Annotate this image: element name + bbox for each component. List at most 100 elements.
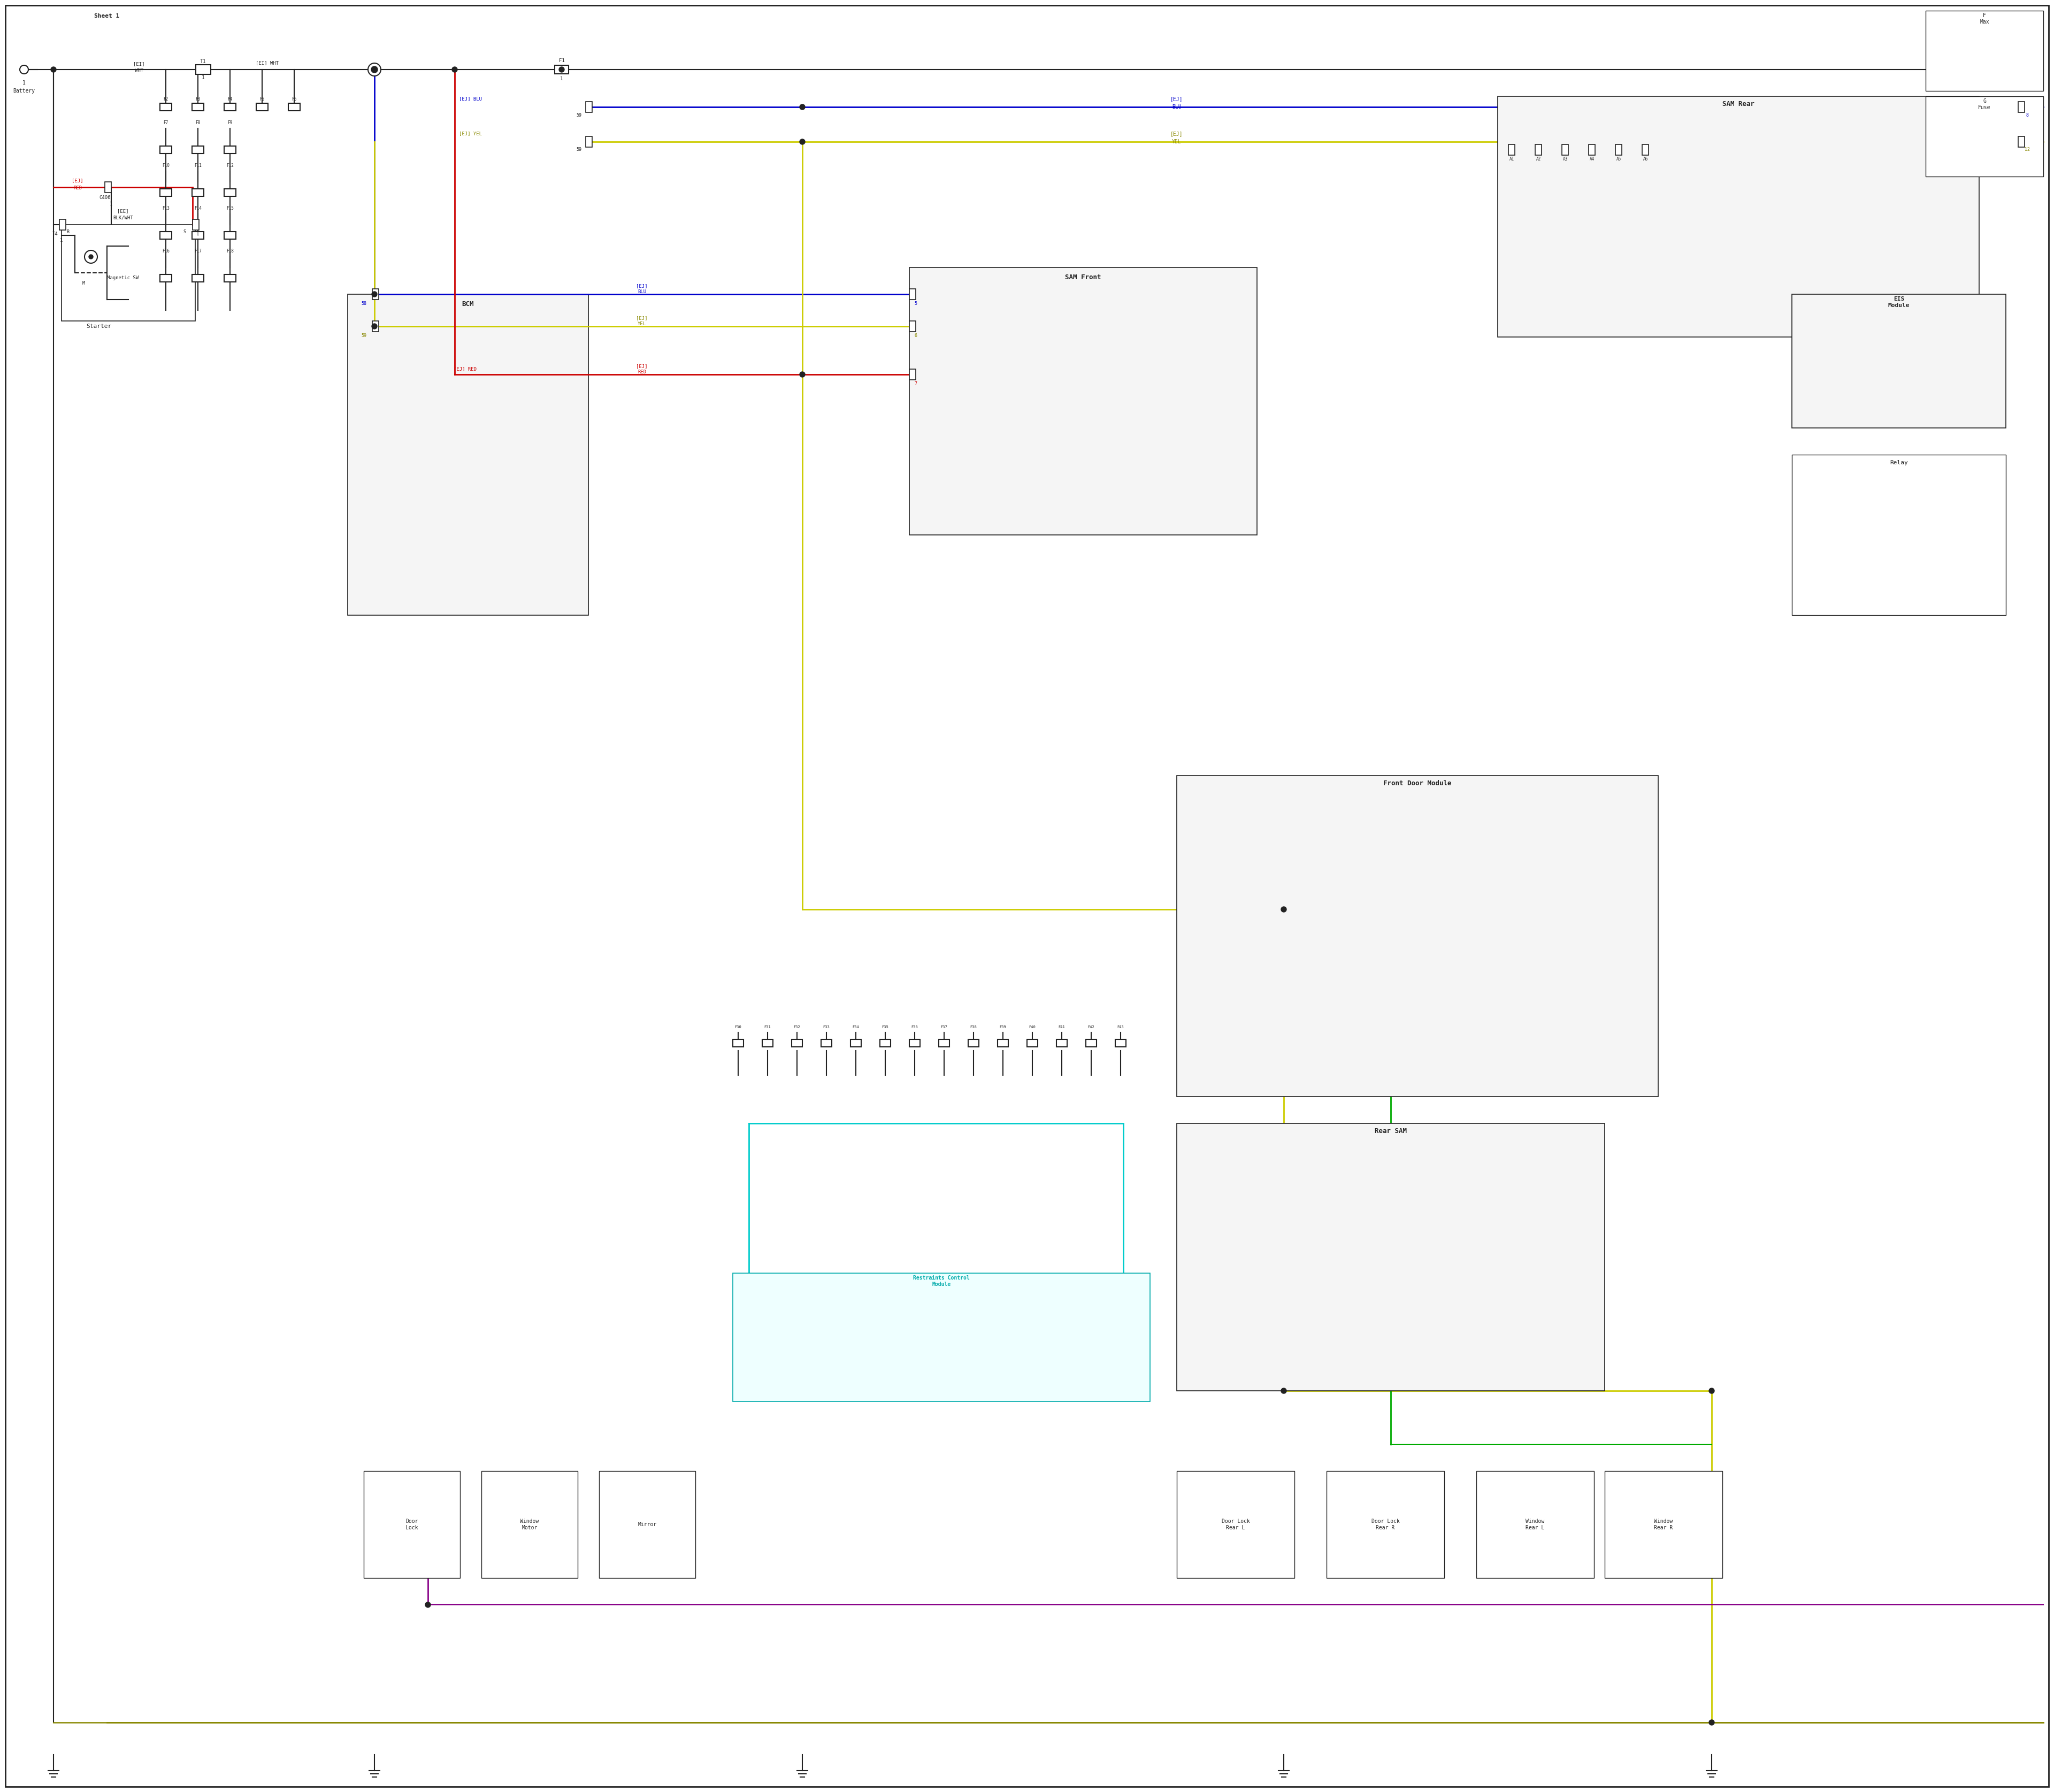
Bar: [1604, 1471, 1723, 1579]
Text: 12: 12: [2025, 147, 2029, 152]
Text: [EJ]
RED: [EJ] RED: [637, 364, 647, 375]
Text: [EJ] YEL: [EJ] YEL: [460, 131, 483, 136]
Text: F31: F31: [764, 1025, 770, 1029]
Bar: [224, 274, 236, 281]
Text: Sheet 1: Sheet 1: [94, 13, 119, 18]
Circle shape: [368, 63, 380, 75]
Circle shape: [799, 371, 805, 376]
Bar: [1641, 145, 1649, 156]
Circle shape: [452, 66, 458, 72]
Bar: [195, 65, 212, 73]
Bar: [160, 231, 173, 238]
Bar: [1791, 294, 2007, 428]
Text: 7: 7: [914, 382, 916, 387]
Text: 6: 6: [914, 333, 916, 339]
Bar: [910, 289, 916, 299]
Text: B: B: [66, 229, 70, 235]
Circle shape: [21, 65, 29, 73]
Bar: [1508, 145, 1516, 156]
Bar: [481, 1471, 577, 1579]
Text: F1: F1: [559, 59, 565, 63]
Bar: [160, 145, 173, 154]
Text: F30: F30: [735, 1025, 741, 1029]
Text: F42: F42: [1089, 1025, 1095, 1029]
Text: F32: F32: [793, 1025, 801, 1029]
Text: [EJ]: [EJ]: [72, 179, 84, 183]
Text: F12: F12: [226, 163, 234, 168]
Text: RED: RED: [74, 186, 82, 190]
Text: F14: F14: [195, 206, 201, 211]
Text: 1: 1: [561, 77, 563, 81]
Text: C406: C406: [99, 195, 111, 201]
Text: 59: 59: [362, 333, 366, 339]
Bar: [191, 104, 203, 111]
Text: BLK/WHT: BLK/WHT: [113, 215, 134, 220]
Text: 1: 1: [23, 81, 25, 86]
Text: Mirror: Mirror: [639, 1521, 657, 1527]
Bar: [1497, 97, 1980, 337]
Circle shape: [1709, 1720, 1715, 1726]
Bar: [60, 219, 66, 229]
Text: F36: F36: [912, 1025, 918, 1029]
Bar: [791, 1039, 803, 1047]
Text: 1: 1: [109, 202, 113, 206]
Text: A5: A5: [1616, 158, 1621, 161]
Text: Relay: Relay: [1890, 461, 1908, 466]
Text: F43: F43: [1117, 1025, 1124, 1029]
Bar: [1477, 1471, 1594, 1579]
Text: F6: F6: [292, 97, 296, 102]
Circle shape: [372, 68, 376, 72]
Bar: [910, 267, 1257, 536]
Circle shape: [88, 254, 92, 258]
Bar: [967, 1039, 980, 1047]
Bar: [733, 1039, 744, 1047]
Text: 5: 5: [914, 301, 916, 306]
Circle shape: [425, 1602, 431, 1607]
Text: SAM Rear: SAM Rear: [1723, 100, 1754, 108]
Bar: [224, 231, 236, 238]
Bar: [1927, 97, 2044, 177]
Text: F5: F5: [259, 97, 265, 102]
Bar: [1561, 145, 1569, 156]
Bar: [555, 65, 569, 73]
Text: F8: F8: [195, 120, 201, 125]
Text: Window
Rear R: Window Rear R: [1653, 1520, 1672, 1530]
Bar: [733, 1272, 1150, 1401]
Text: F2: F2: [164, 97, 168, 102]
Bar: [2019, 136, 2025, 147]
Text: Door
Lock: Door Lock: [405, 1520, 419, 1530]
Bar: [160, 188, 173, 197]
Text: F4: F4: [228, 97, 232, 102]
Circle shape: [1282, 1389, 1286, 1394]
Text: [EJ]: [EJ]: [1171, 97, 1183, 102]
Bar: [288, 104, 300, 111]
Text: WHT: WHT: [136, 68, 144, 73]
Bar: [224, 145, 236, 154]
Text: Starter: Starter: [86, 324, 111, 330]
Text: 59: 59: [575, 113, 581, 118]
Text: Window
Motor: Window Motor: [520, 1520, 538, 1530]
Text: F34: F34: [852, 1025, 859, 1029]
Circle shape: [372, 292, 378, 297]
Text: F35: F35: [881, 1025, 889, 1029]
Text: Rear SAM: Rear SAM: [1374, 1127, 1407, 1134]
Text: F9: F9: [228, 120, 232, 125]
Bar: [191, 231, 203, 238]
Text: Door Lock
Rear R: Door Lock Rear R: [1372, 1520, 1399, 1530]
Bar: [191, 274, 203, 281]
Circle shape: [51, 66, 55, 72]
Bar: [585, 102, 592, 113]
Circle shape: [559, 66, 565, 72]
Text: Restraints Control
Module: Restraints Control Module: [914, 1276, 969, 1287]
Text: F40: F40: [1029, 1025, 1035, 1029]
Bar: [1177, 776, 1658, 1097]
Text: F10: F10: [162, 163, 170, 168]
Text: 1: 1: [197, 231, 199, 237]
Text: Magnetic SW: Magnetic SW: [107, 276, 140, 281]
Bar: [910, 321, 916, 332]
Text: Window
Rear L: Window Rear L: [1526, 1520, 1545, 1530]
Circle shape: [372, 66, 378, 73]
Bar: [910, 369, 916, 380]
Bar: [822, 1039, 832, 1047]
Bar: [1087, 1039, 1097, 1047]
